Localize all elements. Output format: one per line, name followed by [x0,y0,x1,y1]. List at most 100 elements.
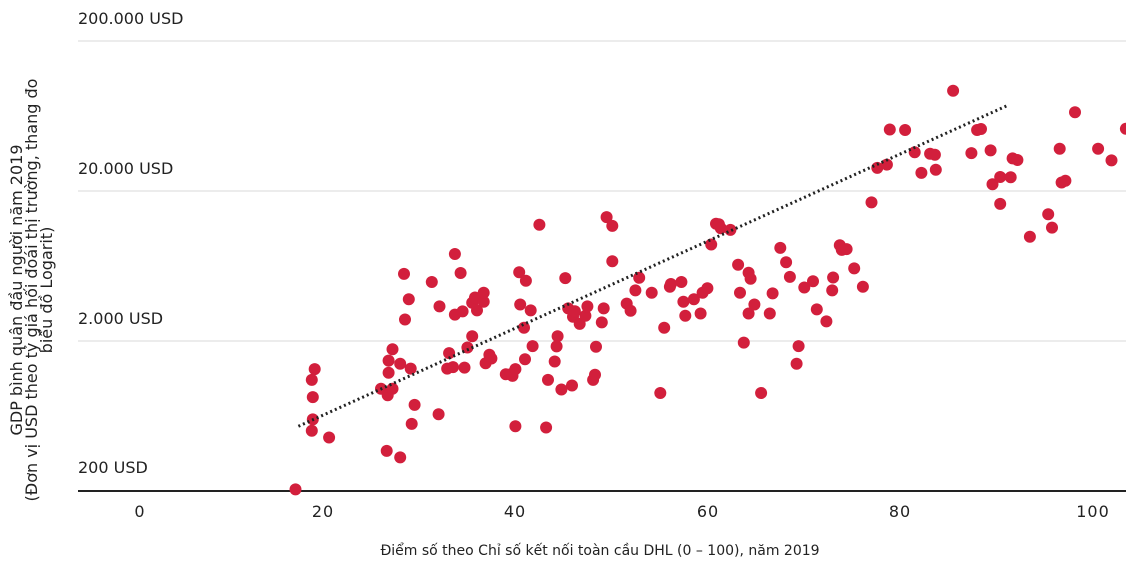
data-point [458,361,471,374]
data-point [394,451,407,464]
data-point [581,300,594,313]
data-point [766,287,779,300]
data-point [606,219,619,232]
data-point [820,315,833,328]
data-point [975,123,987,135]
data-point [654,387,667,399]
data-point [633,271,646,284]
data-point [810,303,823,316]
data-point [908,146,921,159]
data-points [289,84,1126,496]
data-point [658,321,671,334]
y-tick-label-200000: 200.000 USD [78,9,183,28]
data-point [485,352,498,365]
data-point [679,309,692,322]
data-point [514,298,527,311]
data-point [477,286,490,299]
data-point [734,286,746,299]
data-point [579,309,592,322]
data-point [524,304,537,317]
data-point [763,307,776,320]
data-point [595,316,608,329]
data-point [664,278,677,290]
data-point [871,161,884,174]
data-point [840,243,853,256]
data-point [590,340,602,353]
y-tick-label-200: 200 USD [78,458,148,477]
data-point [305,424,318,437]
data-point [915,166,928,179]
grid-lines [78,40,1126,342]
data-point [742,307,755,320]
trendline [297,103,1010,428]
data-point [792,340,805,353]
data-point [461,341,474,354]
data-point [382,366,395,379]
data-point [477,295,490,308]
data-point [425,276,438,288]
data-point [551,330,564,343]
x-tick-label-20: 20 [312,502,334,521]
data-point [394,357,407,370]
data-point [399,313,411,326]
data-point [1046,221,1058,234]
y-tick-labels: 200.000 USD 20.000 USD 2.000 USD 200 USD [78,9,183,477]
y-tick-label-20000: 20.000 USD [78,159,173,178]
data-point [1059,174,1072,187]
data-point [308,363,321,376]
data-point [404,362,417,375]
data-point [687,293,700,306]
data-point [675,276,688,288]
data-point [323,431,336,444]
data-point [559,272,572,285]
data-point [448,248,461,260]
x-tick-label-60: 60 [697,502,719,521]
data-point [883,123,896,136]
data-point [790,357,803,370]
data-point [1023,230,1036,243]
data-point [519,353,531,366]
data-point [305,373,318,386]
data-point [550,340,563,353]
x-tick-labels: 0 20 40 60 80 100 [134,502,1108,521]
data-point [677,295,690,308]
data-point [405,417,418,430]
y-axis-title-line-3: biểu đồ Logarit) [37,227,56,354]
x-tick-label-40: 40 [504,502,526,521]
data-point [589,368,601,381]
data-point [600,211,613,224]
data-point [526,340,539,353]
data-point [694,307,707,320]
data-point [566,379,578,392]
data-point [1004,171,1017,184]
y-axis-title-line-2: (Đơn vị USD theo tỷ giá hối đoái thị trư… [22,79,41,502]
data-point [1092,142,1105,155]
data-point [1069,106,1081,119]
data-point [783,270,796,283]
data-point [984,144,997,157]
data-point [433,300,446,313]
data-point [1042,208,1055,221]
data-point [386,343,399,356]
data-point [398,267,410,280]
data-point [606,255,619,268]
data-point [701,282,714,295]
data-point [798,281,811,294]
data-point [929,163,942,176]
data-point [928,148,941,161]
data-point [408,398,421,411]
data-point [899,124,912,136]
data-point [807,275,819,288]
data-point [306,391,319,404]
x-tick-label-0: 0 [134,502,145,521]
data-point [629,284,642,297]
data-point [865,196,878,209]
data-point [732,258,745,271]
data-point [382,354,395,367]
data-point [827,271,840,284]
data-point [986,178,999,191]
data-point [402,293,415,306]
data-point [432,408,445,421]
data-point [454,267,467,279]
